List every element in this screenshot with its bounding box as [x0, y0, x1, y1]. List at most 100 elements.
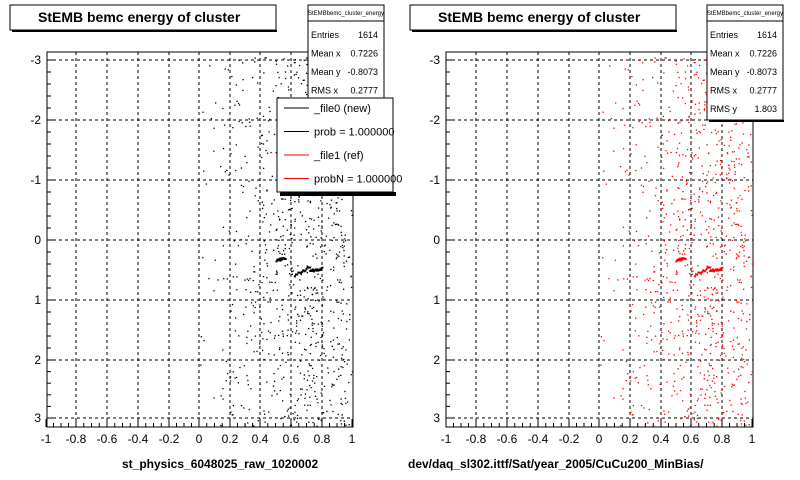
data-point	[677, 122, 679, 124]
data-point	[714, 287, 716, 289]
data-point	[274, 281, 276, 284]
data-point	[726, 152, 728, 154]
data-point	[282, 198, 284, 200]
data-point	[322, 412, 325, 414]
data-point	[275, 60, 277, 62]
data-point	[264, 57, 266, 59]
data-point	[222, 349, 224, 351]
data-point	[740, 231, 742, 234]
data-point	[673, 337, 676, 339]
data-point	[658, 252, 661, 254]
data-point	[698, 130, 700, 133]
data-point	[309, 202, 312, 204]
data-point	[351, 214, 353, 216]
data-point	[220, 424, 222, 427]
data-point	[620, 166, 622, 168]
data-point	[265, 57, 267, 59]
stats-label: RMS x	[311, 86, 339, 96]
data-point	[308, 313, 310, 315]
data-point	[214, 259, 216, 261]
data-point	[673, 373, 675, 375]
data-point	[713, 377, 715, 379]
data-point	[294, 61, 296, 64]
data-point	[246, 278, 248, 280]
data-point	[263, 323, 265, 325]
data-point	[300, 83, 303, 85]
data-point	[664, 244, 667, 246]
data-point	[689, 393, 691, 396]
data-point	[299, 211, 302, 213]
data-point	[730, 136, 732, 138]
data-point	[279, 347, 281, 349]
data-point	[739, 144, 741, 146]
data-point	[653, 351, 655, 353]
data-point	[306, 84, 308, 86]
data-point	[663, 204, 665, 206]
data-point	[717, 273, 719, 275]
data-point	[726, 286, 729, 288]
data-point	[284, 198, 286, 200]
data-point	[677, 187, 679, 189]
data-point	[735, 158, 737, 160]
data-point	[328, 217, 330, 219]
data-point	[676, 147, 679, 150]
data-point	[246, 342, 248, 345]
data-point	[714, 391, 716, 393]
data-point	[715, 236, 717, 238]
data-point	[666, 277, 668, 279]
data-point	[341, 414, 343, 416]
data-point	[309, 242, 311, 245]
data-point	[696, 330, 698, 332]
data-point	[335, 300, 338, 302]
data-point	[732, 356, 734, 358]
data-point	[689, 407, 691, 409]
data-point	[690, 316, 693, 318]
data-point	[741, 234, 743, 236]
data-point	[744, 390, 746, 393]
data-point	[319, 354, 322, 357]
data-point	[731, 151, 734, 153]
y-tick-label: -1	[429, 173, 440, 187]
data-point	[715, 292, 717, 294]
data-point	[235, 263, 237, 265]
data-point	[699, 319, 702, 321]
data-point	[715, 192, 717, 195]
data-point	[268, 106, 270, 108]
data-point	[316, 376, 318, 378]
data-point	[238, 104, 241, 106]
data-point	[314, 395, 317, 397]
data-point	[719, 163, 721, 166]
data-point	[329, 399, 331, 402]
data-point	[747, 186, 749, 188]
data-point	[263, 358, 265, 361]
data-point	[737, 254, 739, 256]
data-point	[297, 199, 300, 201]
data-point	[649, 125, 651, 127]
data-point	[298, 271, 301, 274]
data-point	[726, 173, 728, 175]
data-point	[711, 318, 713, 320]
data-point	[733, 269, 735, 271]
data-point	[638, 335, 640, 337]
data-point	[716, 160, 718, 162]
data-point	[322, 279, 324, 281]
data-point	[269, 118, 271, 121]
data-point	[694, 103, 697, 105]
data-point	[682, 225, 684, 227]
data-point	[749, 314, 751, 316]
data-point	[703, 128, 705, 131]
data-point	[697, 271, 700, 274]
data-point	[249, 125, 251, 127]
data-point	[329, 249, 331, 251]
data-point	[308, 363, 310, 365]
data-point	[706, 174, 708, 176]
data-point	[673, 213, 675, 215]
data-point	[724, 244, 727, 246]
data-point	[233, 240, 236, 242]
data-point	[668, 411, 670, 413]
data-point	[703, 374, 705, 376]
data-point	[693, 419, 695, 421]
data-point	[694, 113, 696, 115]
data-point	[297, 271, 300, 274]
data-point	[731, 239, 733, 242]
